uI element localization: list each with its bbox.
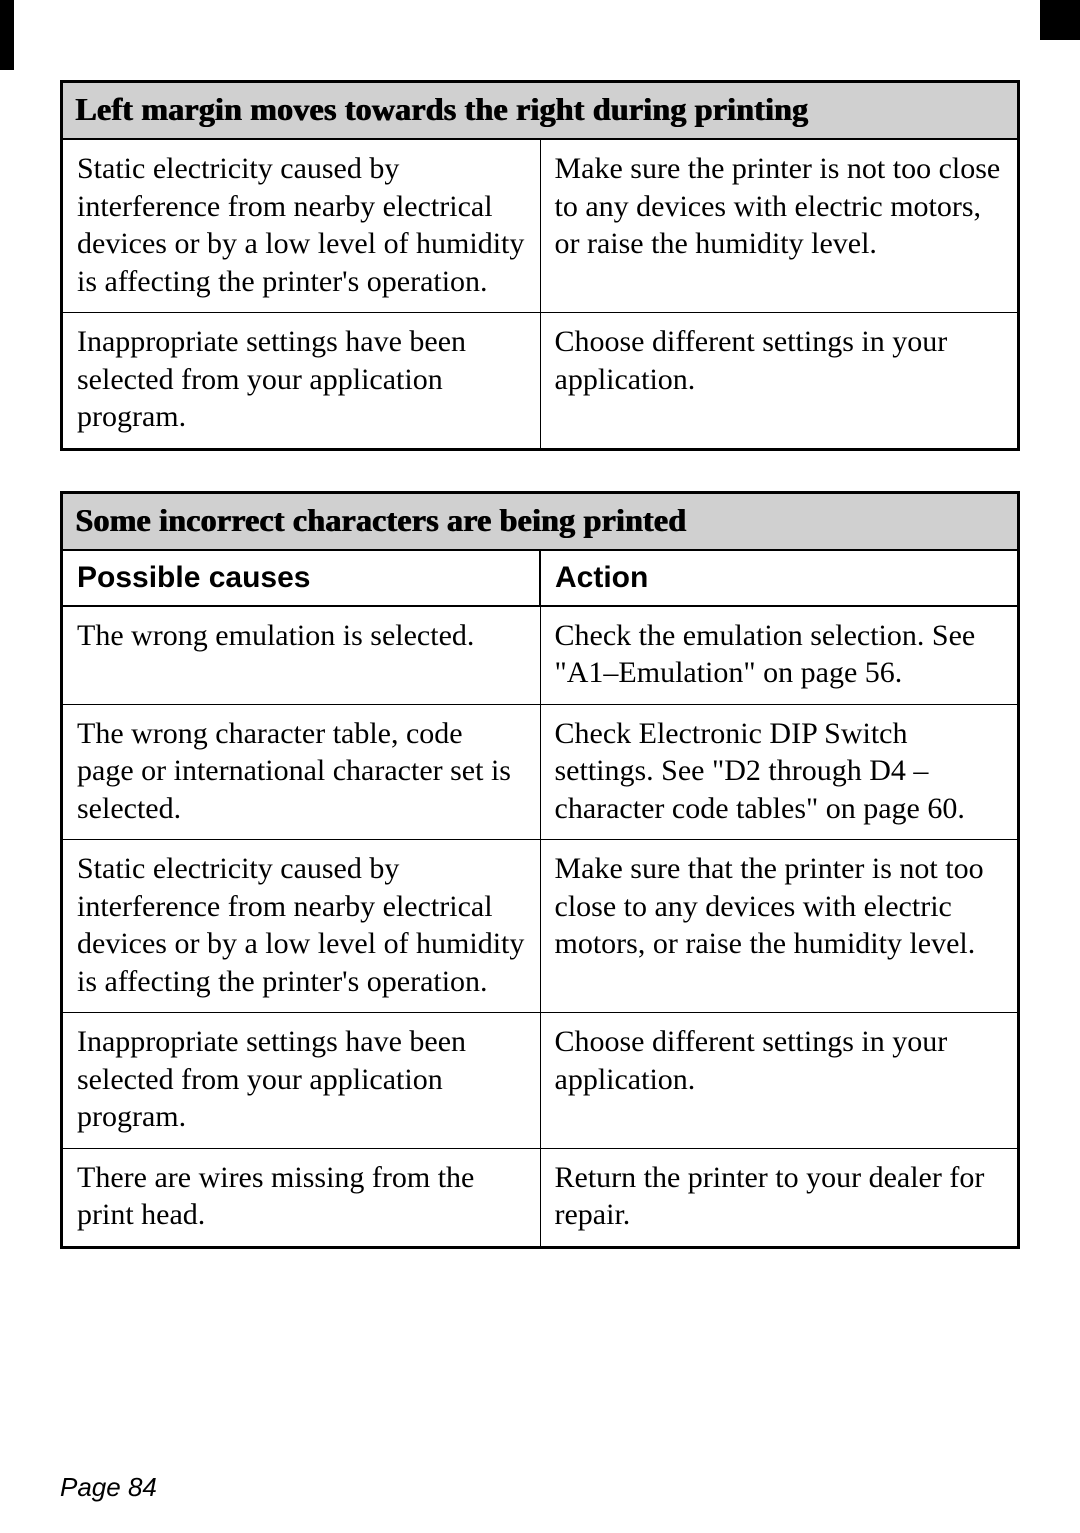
cause-cell: Static electricity caused by interferenc…	[62, 840, 541, 1013]
table-row: Inappropriate settings have been selecte…	[62, 1013, 1019, 1149]
table-row: The wrong character table, code page or …	[62, 704, 1019, 840]
table-row: The wrong emulation is selected. Check t…	[62, 606, 1019, 705]
cause-cell: Static electricity caused by interferenc…	[62, 139, 541, 313]
page-number: Page 84	[60, 1472, 157, 1503]
action-cell: Check the emulation selection. See "A1–E…	[540, 606, 1019, 705]
scan-edge-right	[1040, 0, 1080, 40]
table-left-margin: Left margin moves towards the right duri…	[60, 80, 1020, 451]
table1-title: Left margin moves towards the right duri…	[62, 82, 1019, 140]
table-row: Static electricity caused by interferenc…	[62, 139, 1019, 313]
table-incorrect-characters: Some incorrect characters are being prin…	[60, 491, 1020, 1249]
table2-title: Some incorrect characters are being prin…	[62, 492, 1019, 550]
cause-cell: Inappropriate settings have been selecte…	[62, 1013, 541, 1149]
cause-cell: The wrong emulation is selected.	[62, 606, 541, 705]
cause-cell: The wrong character table, code page or …	[62, 704, 541, 840]
col-head-action: Action	[540, 550, 1019, 606]
table-row: There are wires missing from the print h…	[62, 1148, 1019, 1247]
action-cell: Make sure the printer is not too close t…	[540, 139, 1019, 313]
action-cell: Check Electronic DIP Switch settings. Se…	[540, 704, 1019, 840]
page: Left margin moves towards the right duri…	[0, 0, 1080, 1533]
scan-edge-left	[0, 0, 14, 70]
col-head-causes: Possible causes	[62, 550, 541, 606]
action-cell: Return the printer to your dealer for re…	[540, 1148, 1019, 1247]
action-cell: Choose different settings in your applic…	[540, 1013, 1019, 1149]
table-row: Inappropriate settings have been selecte…	[62, 313, 1019, 450]
action-cell: Make sure that the printer is not too cl…	[540, 840, 1019, 1013]
action-cell: Choose different settings in your applic…	[540, 313, 1019, 450]
cause-cell: There are wires missing from the print h…	[62, 1148, 541, 1247]
table-row: Static electricity caused by interferenc…	[62, 840, 1019, 1013]
cause-cell: Inappropriate settings have been selecte…	[62, 313, 541, 450]
